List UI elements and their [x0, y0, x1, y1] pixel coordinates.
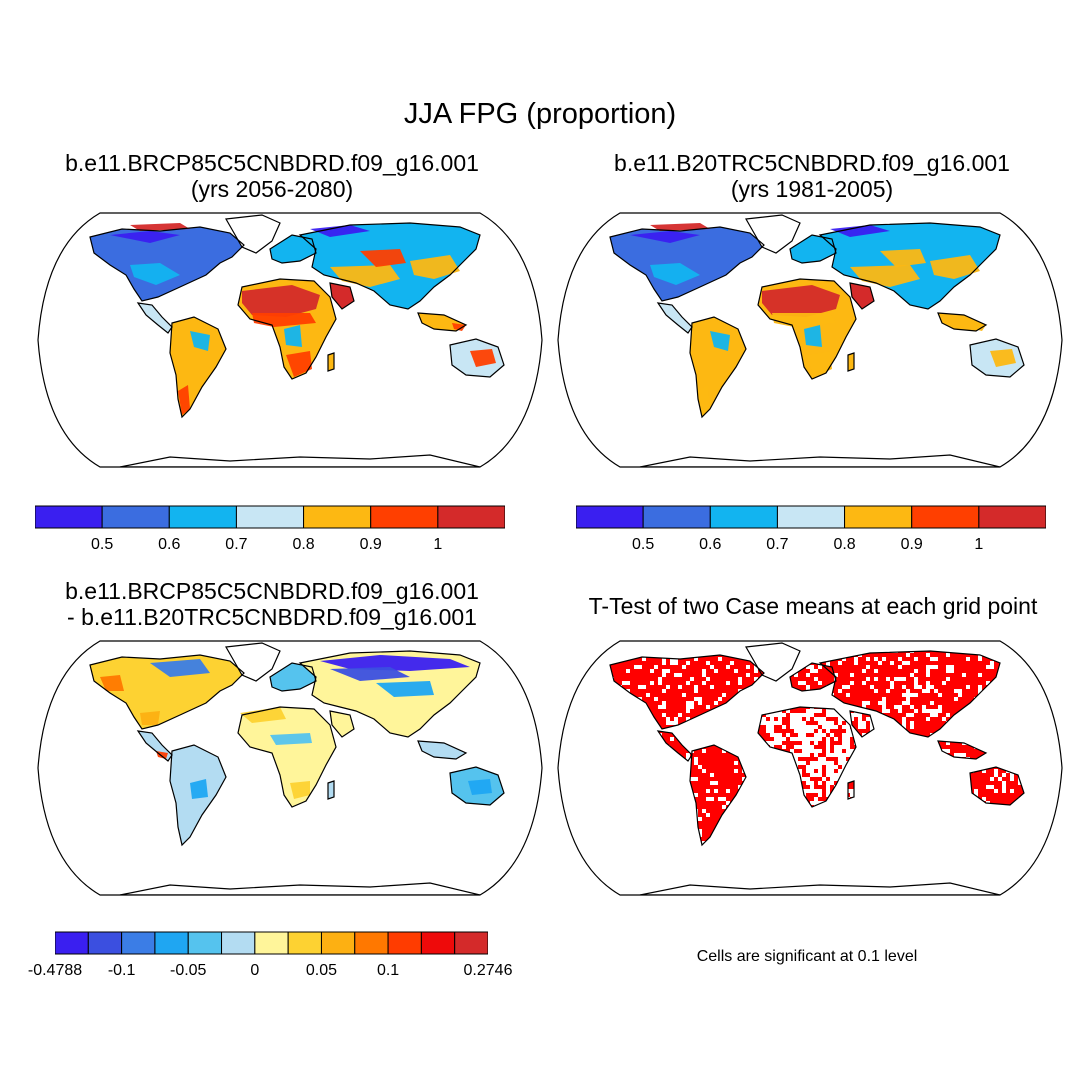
significance-note: Cells are significant at 0.1 level [600, 948, 1014, 966]
difference-colorbar-box-1 [88, 932, 121, 954]
difference-colorbar-box-11 [421, 932, 454, 954]
difference-colorbar-box-7 [288, 932, 321, 954]
map-historical [550, 205, 1070, 475]
absolute-colorbar-box-3 [777, 506, 844, 528]
difference-colorbar-box-8 [321, 932, 354, 954]
absolute-colorbar-tick-label: 0.5 [632, 536, 654, 554]
absolute-colorbar-tick-label: 0.7 [766, 536, 788, 554]
absolute-colorbar-tick-label: 0.9 [901, 536, 923, 554]
difference-colorbar-box-12 [455, 932, 488, 954]
difference-colorbar-box-9 [355, 932, 388, 954]
absolute-colorbar-box-4 [304, 506, 371, 528]
panel-ttest-title: T-Test of two Case means at each grid po… [548, 593, 1078, 619]
figure-title: JJA FPG (proportion) [0, 98, 1080, 131]
absolute-colorbar-box-3 [236, 506, 303, 528]
difference-colorbar-tick-label: 0.1 [377, 962, 399, 980]
map-future [30, 205, 550, 475]
land-centralAmerica [138, 303, 172, 333]
land-madagascar [328, 353, 334, 371]
panel-difference-title-line1: b.e11.BRCP85C5CNBDRD.f09_g16.001 [22, 578, 522, 604]
panel-difference-title: b.e11.BRCP85C5CNBDRD.f09_g16.001 - b.e11… [22, 578, 522, 630]
difference-colorbar-tick-label: -0.4788 [28, 962, 82, 980]
colorbar-future-labels: 0.5 0.6 0.7 0.8 0.9 1 [35, 536, 505, 556]
difference-colorbar-tick-label: 0.2746 [464, 962, 513, 980]
absolute-colorbar-tick-label: 0.8 [292, 536, 314, 554]
map-difference [30, 633, 550, 903]
difference-colorbar-box-5 [222, 932, 255, 954]
panel-historical-title-line2: (yrs 1981-2005) [562, 176, 1062, 202]
difference-colorbar-box-0 [55, 932, 88, 954]
difference-colorbar-box-6 [255, 932, 288, 954]
absolute-colorbar-box-5 [912, 506, 979, 528]
data-region [468, 779, 492, 795]
difference-colorbar-tick-label: -0.05 [170, 962, 206, 980]
panel-future-title-line2: (yrs 2056-2080) [22, 176, 522, 202]
absolute-colorbar-box-0 [576, 506, 643, 528]
absolute-colorbar-tick-label: 0.7 [225, 536, 247, 554]
difference-colorbar-tick-label: 0.05 [306, 962, 337, 980]
data-region [140, 711, 160, 725]
absolute-colorbar-box-6 [979, 506, 1046, 528]
data-region [270, 733, 312, 745]
difference-colorbar-box-3 [155, 932, 188, 954]
absolute-colorbar-box-2 [169, 506, 236, 528]
absolute-colorbar-tick-label: 0.6 [158, 536, 180, 554]
absolute-colorbar-tick-label: 0.6 [699, 536, 721, 554]
panel-ttest-title-line1: T-Test of two Case means at each grid po… [548, 593, 1078, 619]
land-madagascar [848, 353, 854, 371]
panel-historical-title: b.e11.B20TRC5CNBDRD.f09_g16.001 (yrs 198… [562, 150, 1062, 202]
land-centralAmerica [138, 731, 172, 761]
difference-colorbar-box-2 [122, 932, 155, 954]
map-ttest [550, 633, 1070, 903]
panel-future-title-line1: b.e11.BRCP85C5CNBDRD.f09_g16.001 [22, 150, 522, 176]
absolute-colorbar-box-6 [438, 506, 505, 528]
absolute-colorbar-tick-label: 1 [433, 536, 442, 554]
colorbar-historical [576, 505, 1046, 529]
absolute-colorbar-tick-label: 0.9 [360, 536, 382, 554]
colorbar-difference-labels: -0.4788 -0.1 -0.05 0 0.05 0.1 0.2746 [55, 962, 488, 982]
colorbar-future [35, 505, 505, 529]
absolute-colorbar-box-4 [845, 506, 912, 528]
difference-colorbar-box-10 [388, 932, 421, 954]
panel-historical-title-line1: b.e11.B20TRC5CNBDRD.f09_g16.001 [562, 150, 1062, 176]
difference-colorbar-tick-label: 0 [250, 962, 259, 980]
difference-colorbar-tick-label: -0.1 [108, 962, 136, 980]
absolute-colorbar-tick-label: 0.8 [833, 536, 855, 554]
absolute-colorbar-box-1 [102, 506, 169, 528]
absolute-colorbar-box-2 [710, 506, 777, 528]
absolute-colorbar-tick-label: 0.5 [91, 536, 113, 554]
panel-future-title: b.e11.BRCP85C5CNBDRD.f09_g16.001 (yrs 20… [22, 150, 522, 202]
colorbar-difference [55, 931, 488, 955]
panel-difference-title-line2: - b.e11.B20TRC5CNBDRD.f09_g16.001 [22, 604, 522, 630]
absolute-colorbar-box-1 [643, 506, 710, 528]
difference-colorbar-box-4 [188, 932, 221, 954]
absolute-colorbar-tick-label: 1 [974, 536, 983, 554]
land-madagascar [328, 781, 334, 799]
absolute-colorbar-box-0 [35, 506, 102, 528]
absolute-colorbar-box-5 [371, 506, 438, 528]
colorbar-historical-labels: 0.5 0.6 0.7 0.8 0.9 1 [576, 536, 1046, 556]
land-centralAmerica [658, 303, 692, 333]
